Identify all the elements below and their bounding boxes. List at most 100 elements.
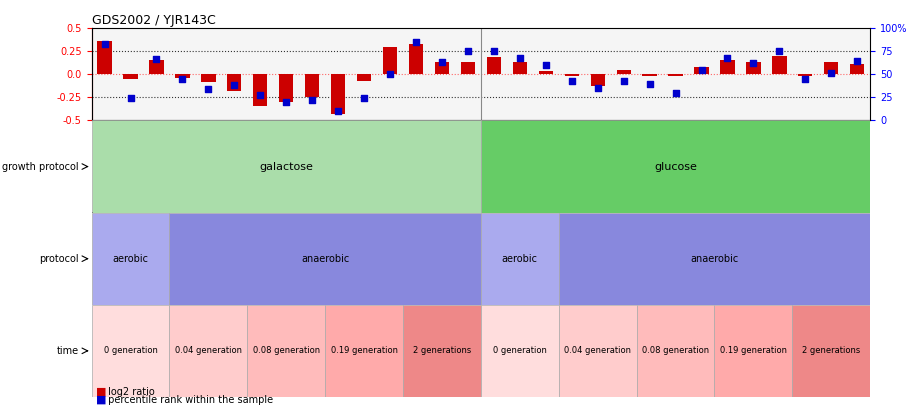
Text: 0.08 generation: 0.08 generation	[642, 346, 709, 355]
Text: 0.04 generation: 0.04 generation	[175, 346, 242, 355]
Bar	[694, 67, 709, 75]
Point	[201, 86, 216, 92]
Bar	[642, 75, 657, 76]
Bar	[481, 213, 559, 305]
Point	[694, 66, 709, 73]
Text: aerobic: aerobic	[113, 254, 148, 264]
Bar	[792, 305, 870, 397]
Point	[149, 55, 164, 62]
Point	[434, 59, 449, 66]
Point	[461, 48, 475, 55]
Point	[409, 39, 423, 45]
Bar	[616, 70, 631, 75]
Bar	[435, 62, 449, 75]
Text: ■: ■	[96, 395, 106, 405]
Bar	[169, 213, 481, 305]
Point	[227, 82, 242, 89]
Bar	[403, 305, 481, 397]
Point	[590, 85, 605, 92]
Point	[512, 55, 527, 61]
Text: protocol: protocol	[39, 254, 79, 264]
Text: 0 generation: 0 generation	[493, 346, 547, 355]
Text: GDS2002 / YJR143C: GDS2002 / YJR143C	[92, 14, 215, 27]
Point	[383, 71, 398, 78]
Text: growth protocol: growth protocol	[2, 162, 79, 172]
Point	[175, 76, 190, 82]
Bar	[357, 75, 371, 81]
Bar	[169, 305, 247, 397]
Point	[486, 48, 501, 55]
Text: anaerobic: anaerobic	[301, 254, 349, 264]
Text: galactose: galactose	[259, 162, 313, 172]
Bar	[279, 75, 293, 102]
Text: 0.19 generation: 0.19 generation	[331, 346, 398, 355]
Bar	[92, 213, 169, 305]
Bar	[591, 75, 605, 86]
Point	[746, 60, 760, 66]
Bar	[747, 62, 760, 75]
Point	[97, 41, 112, 47]
Point	[824, 69, 839, 76]
Text: anaerobic: anaerobic	[691, 254, 738, 264]
Text: percentile rank within the sample: percentile rank within the sample	[105, 395, 274, 405]
Text: glucose: glucose	[654, 162, 697, 172]
Point	[539, 62, 553, 68]
Point	[253, 92, 267, 98]
Bar	[227, 75, 242, 91]
Point	[642, 80, 657, 87]
Bar	[461, 62, 475, 75]
Text: 0 generation: 0 generation	[104, 346, 158, 355]
Bar	[513, 62, 527, 75]
Bar	[305, 75, 320, 96]
Point	[331, 108, 345, 115]
Bar	[175, 75, 190, 78]
Bar	[202, 75, 215, 82]
Bar	[486, 57, 501, 75]
Bar	[669, 75, 682, 76]
Point	[305, 97, 320, 103]
Bar	[714, 305, 792, 397]
Text: aerobic: aerobic	[502, 254, 538, 264]
Point	[278, 99, 293, 105]
Bar	[720, 60, 735, 75]
Bar	[331, 75, 345, 114]
Point	[123, 95, 137, 102]
Text: 0.08 generation: 0.08 generation	[253, 346, 320, 355]
Bar	[383, 47, 398, 75]
Bar	[124, 75, 137, 79]
Point	[850, 58, 865, 64]
Bar	[559, 213, 870, 305]
Text: ■: ■	[96, 387, 106, 397]
Bar	[539, 71, 553, 75]
Bar	[409, 44, 423, 75]
Bar	[850, 64, 865, 75]
Bar	[637, 305, 714, 397]
Text: 2 generations: 2 generations	[413, 346, 471, 355]
Text: log2 ratio: log2 ratio	[105, 387, 155, 397]
Bar	[824, 62, 838, 75]
Bar	[92, 121, 481, 213]
Bar	[798, 75, 812, 76]
Point	[798, 76, 812, 82]
Point	[720, 55, 735, 61]
Point	[616, 78, 631, 84]
Bar	[559, 305, 637, 397]
Bar	[149, 60, 164, 75]
Text: 0.19 generation: 0.19 generation	[720, 346, 787, 355]
Bar	[481, 121, 870, 213]
Bar	[564, 75, 579, 76]
Bar	[481, 305, 559, 397]
Bar	[253, 75, 267, 106]
Text: 2 generations: 2 generations	[802, 346, 860, 355]
Bar	[325, 305, 403, 397]
Point	[772, 48, 787, 55]
Bar	[97, 41, 112, 75]
Bar	[247, 305, 325, 397]
Point	[668, 90, 682, 96]
Bar	[92, 305, 169, 397]
Text: time: time	[57, 346, 79, 356]
Bar	[772, 56, 787, 75]
Point	[356, 95, 371, 102]
Text: 0.04 generation: 0.04 generation	[564, 346, 631, 355]
Point	[564, 78, 579, 84]
